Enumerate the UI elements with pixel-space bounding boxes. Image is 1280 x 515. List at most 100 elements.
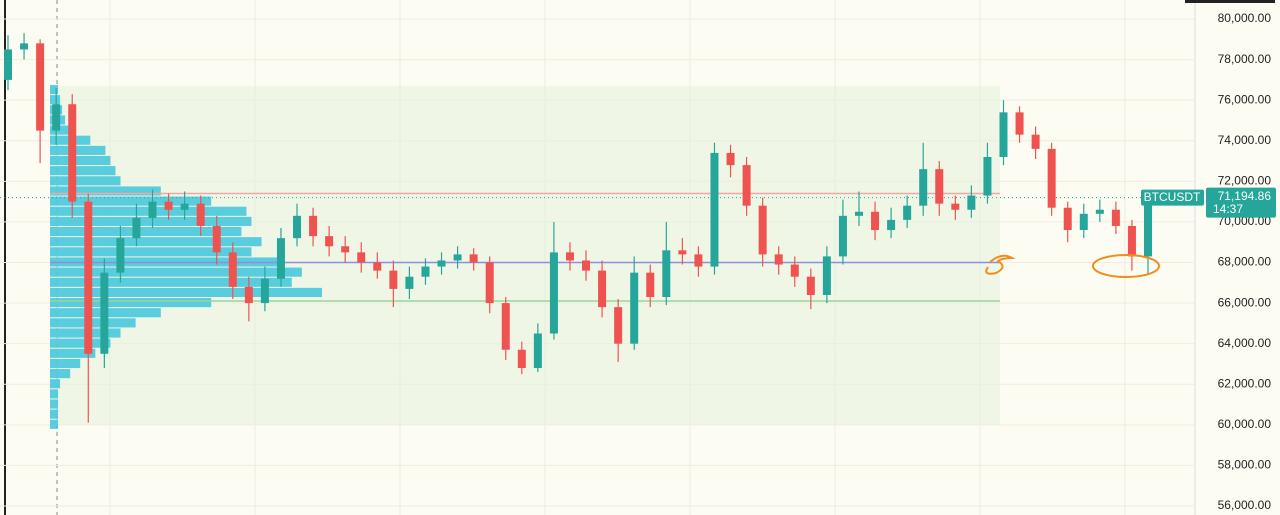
candle-body — [68, 104, 77, 202]
y-tick-label: 78,000.00 — [1218, 52, 1272, 66]
profile-bar — [50, 125, 76, 135]
y-tick-label: 62,000.00 — [1218, 376, 1272, 390]
profile-bar — [50, 389, 59, 399]
profile-bar — [50, 409, 59, 419]
candle-body — [582, 260, 591, 271]
y-tick-label: 76,000.00 — [1218, 92, 1272, 106]
candle-body — [517, 349, 526, 369]
candle-body — [1144, 197, 1152, 257]
profile-bar — [50, 176, 121, 186]
profile-bar — [50, 196, 212, 206]
candle-body — [100, 272, 109, 354]
y-tick-label: 80,000.00 — [1218, 11, 1272, 25]
candle-body — [790, 264, 799, 277]
candle-body — [357, 252, 366, 263]
candle-body — [164, 201, 173, 210]
candle-body — [967, 195, 976, 210]
candle-body — [662, 250, 671, 297]
candle-body — [822, 256, 831, 295]
candle-body — [373, 262, 382, 271]
candle-body — [421, 266, 430, 277]
candle-body — [437, 260, 446, 267]
candle-body — [1047, 148, 1056, 208]
profile-bar — [50, 419, 59, 429]
candle-body — [148, 201, 157, 218]
candle-body — [565, 252, 574, 261]
candle-body — [485, 262, 494, 304]
profile-bar — [50, 186, 161, 196]
candle-body — [1127, 225, 1136, 257]
profile-bar — [50, 155, 111, 166]
symbol-label: BTCUSDT — [1144, 190, 1201, 204]
candle-body — [36, 43, 45, 131]
profile-bar — [50, 237, 262, 247]
candle-body — [20, 43, 29, 50]
candle-body — [244, 286, 253, 304]
candle-body — [983, 156, 992, 196]
candle-body — [549, 252, 558, 334]
candle-body — [694, 254, 703, 267]
symbol-tag — [1141, 189, 1204, 206]
profile-bar — [50, 318, 136, 328]
y-tick-label: 60,000.00 — [1218, 417, 1272, 431]
candle-body — [999, 112, 1008, 157]
candle-body — [903, 205, 912, 220]
candle-body — [533, 333, 542, 369]
profile-bar — [50, 379, 61, 389]
candle-body — [1095, 209, 1104, 214]
profile-bar — [50, 358, 81, 369]
candle-body — [838, 215, 847, 257]
profile-bar — [50, 226, 242, 237]
candle-body — [951, 203, 960, 210]
profile-bar — [50, 84, 59, 95]
candle-body — [871, 211, 880, 231]
profile-bar — [50, 298, 212, 308]
y-tick-label: 56,000.00 — [1218, 498, 1272, 512]
y-tick-label: 58,000.00 — [1218, 458, 1272, 472]
candle-body — [469, 254, 478, 263]
candle-body — [325, 236, 334, 247]
profile-bar — [50, 95, 61, 105]
candle-body — [854, 211, 863, 216]
candle-body — [1063, 207, 1072, 231]
candle-body — [1079, 213, 1088, 231]
profile-bar — [50, 145, 106, 155]
candle-body — [774, 254, 783, 265]
candle-body — [1015, 112, 1024, 135]
candle-body — [212, 225, 221, 253]
candle-body — [180, 203, 189, 210]
countdown-label: 14:37 — [1213, 202, 1243, 216]
candle-body — [52, 104, 61, 131]
profile-bar — [50, 267, 302, 277]
candle-body — [935, 169, 944, 204]
profile-bar — [50, 287, 322, 297]
profile-bar — [50, 206, 247, 216]
candle-body — [742, 165, 751, 206]
toolbar-edge — [1185, 0, 1275, 3]
price-tag — [1206, 187, 1276, 218]
profile-bar — [50, 399, 59, 409]
candle-body — [4, 49, 12, 80]
candle-body — [260, 278, 269, 304]
y-tick-label: 64,000.00 — [1218, 336, 1272, 350]
candle-body — [630, 272, 639, 344]
profile-bar — [50, 369, 71, 379]
candle-body — [116, 238, 125, 273]
candle-body — [758, 205, 767, 255]
profile-bar — [50, 348, 96, 358]
candle-body — [196, 203, 205, 226]
y-tick-label: 66,000.00 — [1218, 295, 1272, 309]
candle-body — [887, 219, 896, 231]
profile-bar — [50, 277, 292, 287]
candle-body — [293, 215, 302, 239]
candle-body — [614, 307, 623, 344]
candle-body — [726, 152, 735, 166]
last-price-label: 71,194.86 — [1218, 189, 1272, 203]
candle-body — [1111, 209, 1120, 226]
y-tick-label: 68,000.00 — [1218, 255, 1272, 269]
candle-body — [405, 276, 414, 289]
candle-body — [309, 215, 318, 237]
profile-bar — [50, 338, 111, 348]
